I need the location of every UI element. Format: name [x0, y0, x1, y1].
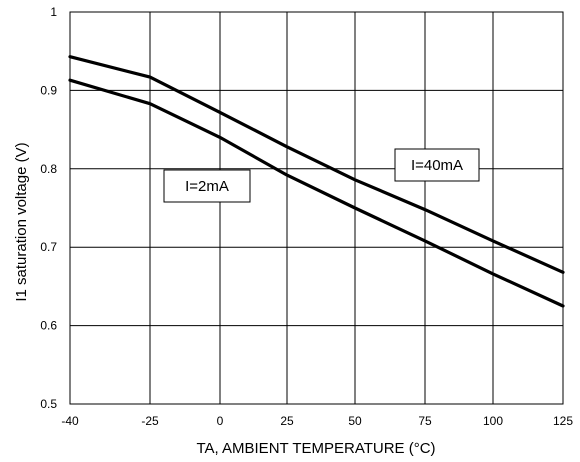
x-tick-labels: -40 -25 0 25 50 75 100 125	[61, 414, 573, 428]
series-label: I=40mA	[395, 149, 479, 181]
series-labels: I=40mA I=2mA	[164, 149, 479, 202]
x-tick-label: -40	[61, 414, 79, 428]
plot-frame	[70, 12, 563, 404]
x-tick-label: -25	[141, 414, 159, 428]
series-label: I=2mA	[164, 170, 250, 202]
series-lines	[70, 57, 563, 306]
y-tick-labels: 0.5 0.6 0.7 0.8 0.9 1	[40, 5, 57, 411]
y-tick-label: 0.8	[40, 162, 57, 176]
y-tick-label: 1	[50, 5, 57, 19]
x-tick-label: 0	[217, 414, 224, 428]
x-tick-label: 50	[348, 414, 362, 428]
y-tick-label: 0.7	[40, 240, 57, 254]
plot-border	[70, 12, 563, 404]
x-tick-label: 25	[280, 414, 294, 428]
grid	[70, 12, 563, 404]
y-tick-label: 0.9	[40, 83, 57, 97]
x-axis-title: TA, AMBIENT TEMPERATURE (°C)	[196, 440, 435, 457]
series-label-text: I=40mA	[411, 157, 463, 174]
x-tick-label: 75	[418, 414, 432, 428]
y-tick-label: 0.6	[40, 319, 57, 333]
y-axis-title: I1 saturation voltage (V)	[13, 142, 30, 301]
y-tick-label: 0.5	[40, 397, 57, 411]
series-label-text: I=2mA	[185, 178, 229, 195]
series-line	[70, 57, 563, 273]
x-tick-label: 125	[553, 414, 573, 428]
x-tick-label: 100	[483, 414, 503, 428]
series-line	[70, 80, 563, 306]
